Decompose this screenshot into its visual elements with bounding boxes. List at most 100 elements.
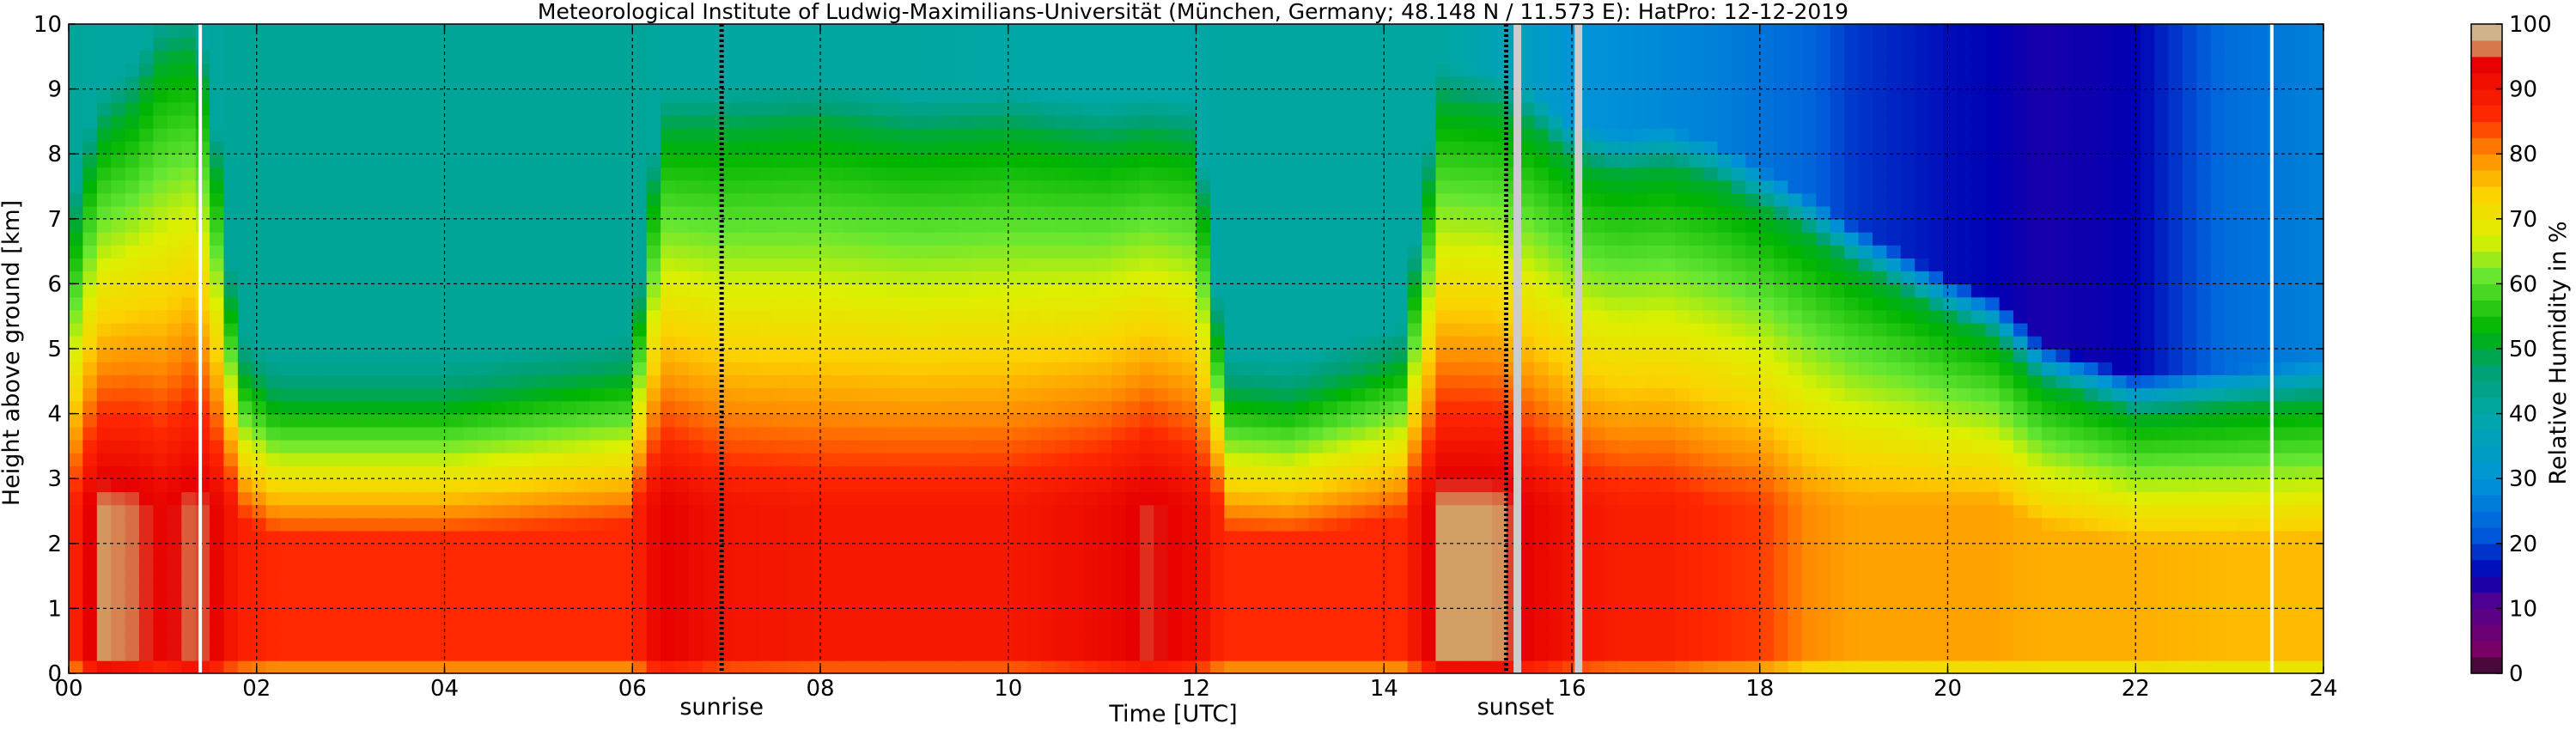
heat-cell [731,127,746,142]
heat-cell [1013,141,1028,155]
heat-cell [1167,491,1183,506]
heat-cell [1308,335,1324,350]
heat-cell [674,634,690,648]
heat-cell [857,24,873,38]
heat-cell [223,556,239,570]
heat-cell [350,569,366,583]
heat-cell [604,556,619,570]
heat-cell [1280,569,1296,583]
heat-cell [308,543,324,557]
heat-cell [971,101,986,116]
heat-cell [971,595,986,610]
heat-cell [1182,387,1197,402]
heat-cell [1182,218,1197,233]
heat-cell [1407,582,1422,597]
heat-cell [1041,530,1057,544]
heat-cell [787,218,802,233]
heat-cell [815,258,831,272]
heat-cell [1464,595,1479,610]
heat-cell [223,179,239,194]
heat-cell [1294,309,1310,324]
heat-cell [998,245,1014,259]
heat-cell [674,647,690,661]
heat-cell [69,439,84,453]
heat-cell [829,192,845,207]
heat-cell [703,362,718,376]
heat-cell [1069,634,1085,648]
heat-cell [153,50,168,64]
heat-cell [1337,154,1352,168]
heat-cell [1422,271,1437,285]
heat-cell [1125,218,1141,233]
heat-cell [1026,374,1042,389]
heat-cell [125,517,140,532]
heat-cell [294,24,309,38]
heat-cell [82,218,98,233]
heat-cell [998,400,1014,415]
heat-cell [1350,491,1367,506]
heat-cell [590,517,606,532]
heat-cell [96,478,113,493]
heat-cell [280,245,295,259]
heat-cell [1407,63,1422,77]
heat-cell [294,647,309,661]
heat-cell [1294,127,1310,142]
heat-cell [421,452,436,466]
heat-cell [505,530,521,544]
heat-cell [505,582,521,597]
heat-cell [703,465,718,479]
heat-cell [1337,491,1352,506]
heat-cell [533,258,549,272]
heat-cell [562,660,577,673]
heat-cell [167,63,183,77]
heat-cell [1026,50,1042,64]
heat-cell [857,504,873,519]
heat-cell [801,283,817,298]
heat-cell [1252,608,1268,623]
heat-cell [336,426,351,441]
heat-cell [1337,271,1352,285]
heat-cell [252,271,267,285]
heat-cell [1209,37,1226,52]
heat-cell [1266,231,1282,246]
heat-cell [688,349,704,362]
heat-cell [1449,556,1465,570]
heat-cell [801,647,817,661]
heat-cell [435,76,450,90]
heat-cell [857,218,873,233]
heat-cell [1464,205,1479,220]
heat-cell [815,543,831,557]
heat-cell [758,400,775,415]
heat-cell [294,530,309,544]
heat-cell [1013,258,1028,272]
heat-cell [547,205,563,220]
heat-cell [294,114,309,129]
heat-cell [604,608,619,623]
heat-cell [886,439,901,453]
heat-cell [857,101,873,116]
heat-cell [280,530,295,544]
heat-cell [167,167,183,181]
heat-cell [872,167,887,181]
heat-cell [96,37,113,52]
heat-cell [1041,205,1057,220]
heat-cell [1055,271,1070,285]
heat-cell [1209,205,1226,220]
heat-cell [393,634,408,648]
heat-cell [1013,296,1028,311]
heat-cell [703,400,718,415]
heat-cell [350,63,366,77]
heat-cell [1393,413,1409,428]
heat-cell [1280,349,1296,362]
heat-cell [421,167,436,181]
heat-cell [195,400,210,415]
heat-cell [1449,439,1465,453]
heat-cell [181,114,197,129]
heat-cell [125,154,140,168]
heat-cell [1083,504,1099,519]
heat-cell [265,660,281,673]
heat-cell [1435,452,1451,466]
heat-cell [1083,634,1099,648]
heat-cell [1224,24,1239,38]
heat-cell [1379,88,1394,103]
